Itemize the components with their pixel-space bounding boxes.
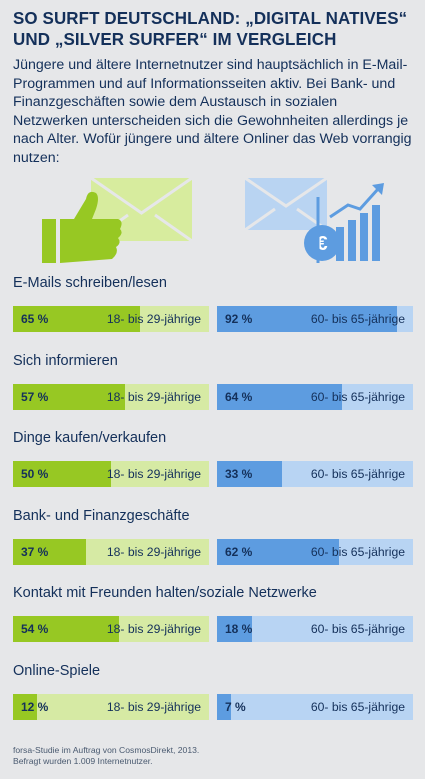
old-bar: 92 % 60- bis 65-jährige [217, 306, 413, 332]
old-bar: 62 % 60- bis 65-jährige [217, 538, 413, 565]
young-bar-fill [13, 461, 111, 487]
old-bar-fill [217, 616, 253, 642]
young-bar: 57 % 18- bis 29-jährige [13, 383, 209, 410]
old-bar: 64 % 60- bis 65-jährige [217, 383, 413, 410]
young-bar: 37 % 18- bis 29-jährige [13, 538, 209, 565]
source-line-2: Befragt wurden 1.009 Internetnutzer. [13, 756, 153, 766]
old-value-label: 33 % [225, 467, 253, 481]
old-bar: 7 % 60- bis 65-jährige [217, 693, 413, 720]
young-series-label: 18- bis 29-jährige [106, 467, 201, 481]
old-bar: 18 % 60- bis 65-jährige [217, 616, 413, 642]
old-bar-fill [217, 383, 343, 410]
young-series-label: 18- bis 29-jährige [106, 389, 201, 404]
old-series-label: 60- bis 65-jährige [310, 467, 405, 481]
envelope-euro-chart-icon: € [244, 176, 384, 263]
category-label: E-Mails schreiben/lesen [13, 275, 167, 291]
young-series-label: 18- bis 29-jährige [106, 312, 201, 326]
category-label: Sich informieren [13, 352, 118, 369]
young-bar-fill [13, 383, 125, 410]
young-bar: 50 % 18- bis 29-jährige [13, 461, 209, 487]
old-series-label: 60- bis 65-jährige [310, 312, 405, 326]
young-value-label: 57 % [21, 389, 49, 404]
young-bar-fill [13, 538, 86, 565]
old-bar-fill [217, 693, 231, 720]
thumbs-up-envelope-icon [42, 176, 193, 263]
old-value-label: 62 % [225, 544, 253, 559]
young-series-label: 18- bis 29-jährige [106, 699, 201, 714]
young-value-label: 54 % [21, 622, 49, 636]
title-line-2: UND „SILVER SURFER“ IM VERGLEICH [13, 29, 337, 49]
old-value-label: 18 % [225, 622, 253, 636]
source-note: forsa-Studie im Auftrag von CosmosDirekt… [13, 745, 199, 767]
old-bar-fill [217, 538, 339, 565]
old-value-label: 64 % [225, 389, 253, 404]
young-bar-fill [13, 616, 119, 642]
header-icons: € [42, 176, 384, 263]
source-line-1: forsa-Studie im Auftrag von CosmosDirekt… [13, 745, 200, 755]
title-line-1: SO SURFT DEUTSCHLAND: „DIGITAL NATIVES“ [13, 8, 408, 28]
old-value-label: 7 % [225, 699, 246, 714]
young-series-label: 18- bis 29-jährige [106, 622, 201, 636]
old-bar-fill [217, 306, 398, 332]
young-bar: 65 % 18- bis 29-jährige [13, 306, 209, 332]
young-bar-fill [13, 693, 37, 720]
category-label: Bank- und Finanzgeschäfte [13, 507, 190, 524]
old-series-label: 60- bis 65-jährige [310, 544, 405, 559]
young-value-label: 12 % [21, 699, 49, 714]
category-label: Kontakt mit Freunden halten/soziale Netz… [13, 585, 317, 601]
category-label: Online-Spiele [13, 662, 101, 679]
young-bar: 54 % 18- bis 29-jährige [13, 616, 209, 642]
svg-text:€: € [316, 233, 327, 255]
young-value-label: 50 % [21, 467, 49, 481]
young-bar-fill [13, 306, 141, 332]
old-series-label: 60- bis 65-jährige [310, 389, 405, 404]
category-label: Dinge kaufen/verkaufen [13, 430, 167, 446]
young-value-label: 37 % [21, 544, 49, 559]
old-series-label: 60- bis 65-jährige [310, 699, 405, 714]
old-value-label: 92 % [225, 312, 253, 326]
chart-title: SO SURFT DEUTSCHLAND: „DIGITAL NATIVES“ … [13, 8, 408, 50]
young-series-label: 18- bis 29-jährige [106, 544, 201, 559]
old-bar-fill [217, 461, 282, 487]
young-bar: 12 % 18- bis 29-jährige [13, 693, 209, 720]
old-series-label: 60- bis 65-jährige [310, 622, 405, 636]
young-value-label: 65 % [21, 312, 49, 326]
intro-text: Jüngere und ältere Internetnutzer sind h… [13, 57, 412, 166]
old-bar: 33 % 60- bis 65-jährige [217, 461, 413, 487]
